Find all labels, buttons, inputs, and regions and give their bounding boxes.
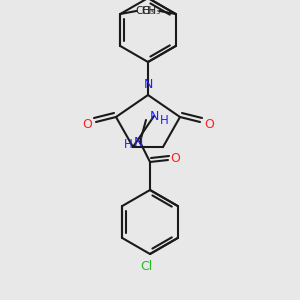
Text: O: O	[204, 118, 214, 130]
Text: Cl: Cl	[140, 260, 152, 272]
Text: N: N	[143, 79, 153, 92]
Text: H: H	[160, 113, 168, 127]
Text: O: O	[82, 118, 92, 130]
Text: CH₃: CH₃	[136, 6, 155, 16]
Text: O: O	[170, 152, 180, 164]
Text: N: N	[133, 136, 143, 148]
Text: N: N	[149, 110, 159, 122]
Text: H: H	[124, 137, 132, 151]
Text: CH₃: CH₃	[141, 6, 160, 16]
